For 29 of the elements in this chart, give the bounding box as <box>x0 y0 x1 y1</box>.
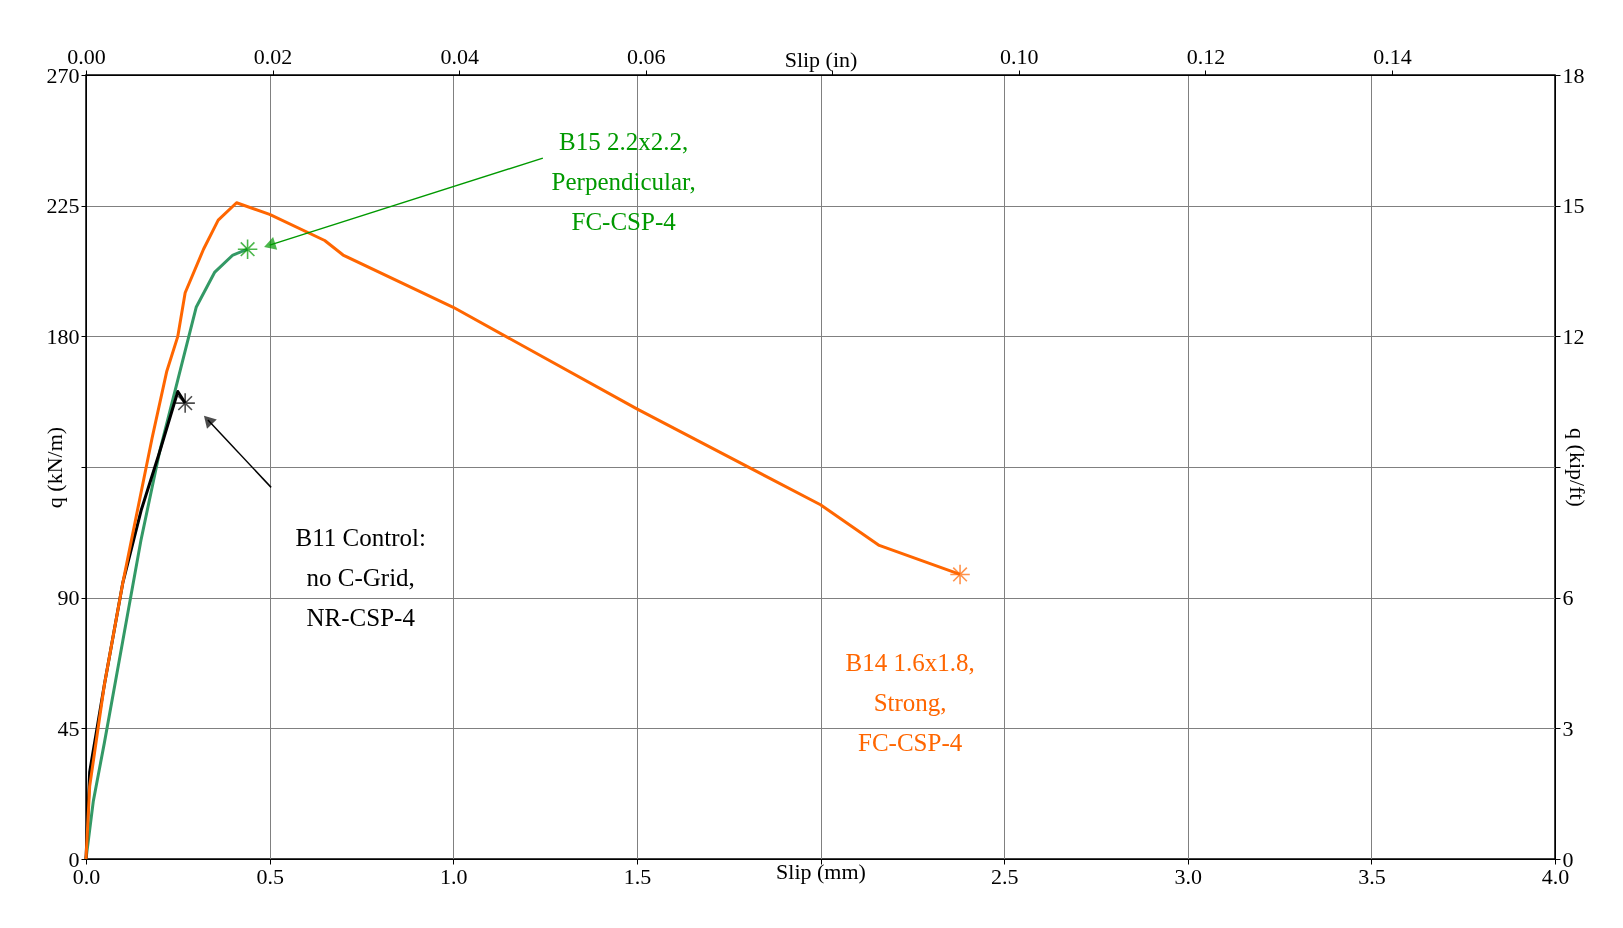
y2-tick-label: 15 <box>1562 193 1585 219</box>
x-tick-label: 3.5 <box>1358 863 1386 889</box>
y2-tick-label: 18 <box>1562 62 1585 88</box>
y-tick-label: 90 <box>57 585 80 611</box>
x-tick-label: 3.0 <box>1174 863 1202 889</box>
x-tick-label: 0.5 <box>256 863 284 889</box>
x2-tick-label: 0.12 <box>1186 43 1226 69</box>
x-tick-label: 1.5 <box>623 863 652 889</box>
x-axis-title: Slip (mm) <box>776 858 866 884</box>
y-tick-label: 45 <box>57 715 80 741</box>
y2-tick-label: 6 <box>1562 585 1574 611</box>
annotation: B14 1.6x1.8, Strong, FC-CSP-4 <box>845 649 975 756</box>
x2-tick-label: 0.04 <box>440 43 479 69</box>
y2-axis-title: q (kip/ft) <box>1564 428 1590 507</box>
y2-tick-label: 3 <box>1562 715 1574 741</box>
y2-tick-label: 12 <box>1562 323 1585 349</box>
annotation: B11 Control: no C-Grid, NR-CSP-4 <box>295 523 426 631</box>
x2-tick-label: 0.00 <box>67 43 106 69</box>
x-tick-label: 2.5 <box>990 863 1019 889</box>
x2-tick-label: 0.14 <box>1373 43 1412 69</box>
y-axis-title: q (kN/m) <box>41 426 67 509</box>
x-tick-label: 1.0 <box>440 863 468 889</box>
y-tick-label: 225 <box>46 193 80 219</box>
y-tick-label: 180 <box>46 323 80 349</box>
x2-tick-label: 0.10 <box>1000 43 1039 69</box>
x2-axis-title: Slip (in) <box>784 46 858 72</box>
x2-tick-label: 0.02 <box>253 43 293 69</box>
annotation: B15 2.2x2.2, Perpendicular, FC-CSP-4 <box>551 128 696 236</box>
x2-tick-label: 0.06 <box>626 43 666 69</box>
